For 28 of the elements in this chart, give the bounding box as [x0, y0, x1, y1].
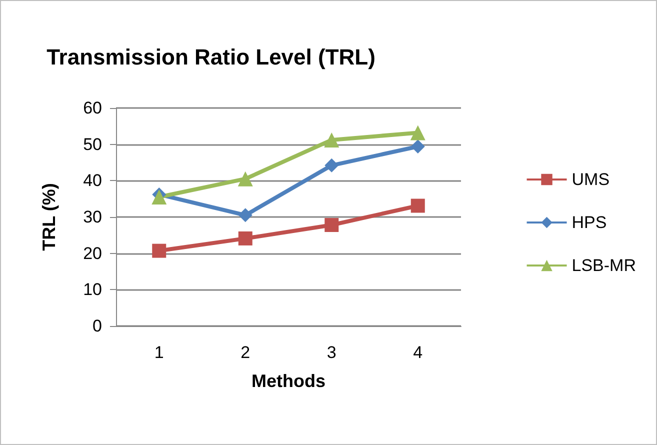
chart-title: Transmission Ratio Level (TRL): [46, 44, 376, 70]
point: [324, 158, 339, 172]
x-tick-label: 1: [154, 343, 164, 362]
y-axis-title: TRL (%): [39, 183, 59, 251]
point: [324, 132, 340, 148]
point: [152, 190, 167, 205]
point: [324, 218, 339, 232]
y-tick-label: 20: [83, 244, 102, 263]
y-tick-label: 10: [83, 280, 102, 300]
x-tick-label: 3: [326, 343, 336, 362]
point: [238, 171, 253, 186]
x-axis-title: Methods: [252, 371, 326, 391]
y-tick-label: 30: [83, 208, 102, 226]
y-tick-label: 0: [92, 316, 102, 336]
x-tick-label: 4: [413, 343, 423, 362]
legend-label: LSB-MR: [572, 256, 636, 275]
legend-label: HPS: [572, 213, 607, 232]
point: [238, 231, 252, 246]
legend-label: UMS: [572, 170, 610, 189]
point: [152, 244, 166, 258]
point: [410, 198, 425, 213]
x-tick-label: 2: [240, 343, 250, 362]
y-tick-label: 40: [83, 171, 102, 190]
y-tick-label: 50: [83, 134, 102, 154]
point: [410, 140, 425, 154]
y-tick-label: 60: [83, 98, 102, 118]
point: [410, 125, 426, 140]
point: [238, 208, 252, 222]
